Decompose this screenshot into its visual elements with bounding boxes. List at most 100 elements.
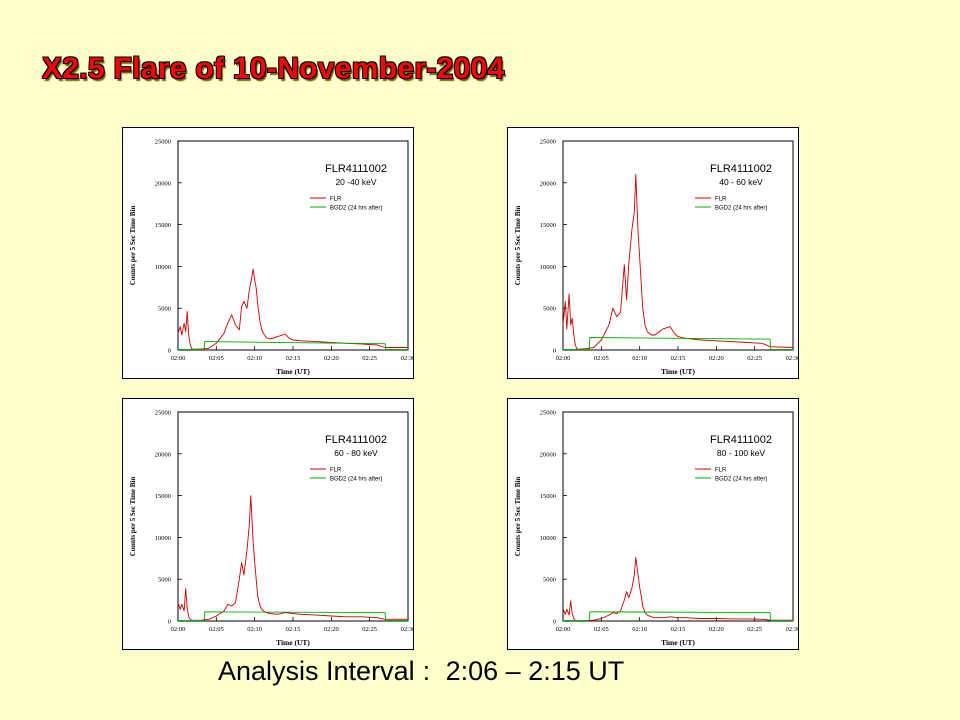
y-tick-label: 10000 <box>540 535 556 542</box>
legend-entry: BGD2 (24 hrs after) <box>715 476 767 482</box>
chart-panel-60-80kev: 0 5000 10000 15000 20000 25000 02:00 02:05 02:10… <box>122 398 414 650</box>
y-tick-label: 10000 <box>155 535 171 542</box>
x-tick-label: 02:10 <box>247 355 262 362</box>
x-tick-label: 02:15 <box>671 626 686 633</box>
x-tick-label: 02:20 <box>324 355 339 362</box>
x-tick-label: 02:15 <box>286 355 301 362</box>
y-tick-label: 15000 <box>155 222 171 229</box>
legend-box <box>306 432 406 492</box>
x-tick-label: 02:25 <box>362 626 377 633</box>
legend-title: FLR4111002 <box>325 434 387 446</box>
y-tick-label: 5000 <box>543 577 556 584</box>
x-tick-label: 02:05 <box>209 355 224 362</box>
x-tick-label: 02:00 <box>556 355 571 362</box>
series-line-bgd2 <box>563 337 793 350</box>
chart-60-80kev: 0 5000 10000 15000 20000 25000 02:00 02:05 02:10… <box>129 410 413 648</box>
y-tick-label: 20000 <box>155 451 171 458</box>
y-tick-label: 20000 <box>540 451 556 458</box>
x-tick-label: 02:05 <box>209 626 224 633</box>
legend-entry: BGD2 (24 hrs after) <box>330 476 382 482</box>
y-tick-label: 15000 <box>540 493 556 500</box>
legend-entry: FLR <box>330 467 342 473</box>
y-axis-label: Counts per 5 Sec Time Bin <box>514 206 522 286</box>
y-axis-label: Counts per 5 Sec Time Bin <box>129 206 137 286</box>
x-tick-label: 02:30 <box>786 355 798 362</box>
chart-80-100kev: 0 5000 10000 15000 20000 25000 02:00 02:05 02:10… <box>514 410 798 648</box>
x-tick-label: 02:30 <box>786 626 798 633</box>
x-axis-label: Time (UT) <box>276 638 310 647</box>
x-tick-label: 02:15 <box>671 355 686 362</box>
analysis-interval-caption: Analysis Interval: 2:06 – 2:15 UT <box>218 656 632 687</box>
legend-entry: BGD2 (24 hrs after) <box>330 205 382 211</box>
y-tick-label: 25000 <box>540 410 556 417</box>
series-line-flr <box>177 495 408 621</box>
y-axis-label: Counts per 5 Sec Time Bin <box>514 477 522 557</box>
x-tick-label: 02:30 <box>401 355 413 362</box>
x-tick-label: 02:10 <box>632 626 647 633</box>
series-line-flr <box>562 557 793 622</box>
legend-box <box>691 432 791 492</box>
series-line-bgd2 <box>178 611 408 621</box>
y-tick-label: 5000 <box>158 306 171 313</box>
x-tick-label: 02:20 <box>709 626 724 633</box>
energy-band-label: 40 - 60 keV <box>719 177 763 187</box>
y-tick-label: 0 <box>168 348 171 355</box>
y-axis-label: Counts per 5 Sec Time Bin <box>129 477 137 557</box>
y-tick-label: 5000 <box>158 577 171 584</box>
chart-20-40kev: 0 5000 10000 15000 20000 25000 02:00 02:05 02:10… <box>129 139 413 377</box>
chart-40-60kev: 0 5000 10000 15000 20000 25000 02:00 02:05 02:10… <box>514 139 798 377</box>
y-tick-label: 0 <box>168 619 171 626</box>
series-line-bgd2 <box>563 611 793 621</box>
legend-title: FLR4111002 <box>710 434 772 446</box>
chart-panel-80-100kev: 0 5000 10000 15000 20000 25000 02:00 02:05 02:10… <box>507 398 799 650</box>
x-tick-label: 02:05 <box>594 626 609 633</box>
y-tick-label: 0 <box>553 619 556 626</box>
legend-entry: FLR <box>715 196 727 202</box>
legend-entry: FLR <box>715 467 727 473</box>
y-tick-label: 10000 <box>540 264 556 271</box>
y-tick-label: 5000 <box>543 306 556 313</box>
energy-band-label: 20 -40 keV <box>335 177 376 187</box>
x-tick-label: 02:25 <box>747 355 762 362</box>
x-tick-label: 02:30 <box>401 626 413 633</box>
caption-label: Analysis Interval <box>218 656 415 686</box>
x-tick-label: 02:20 <box>324 626 339 633</box>
y-tick-label: 15000 <box>540 222 556 229</box>
y-tick-label: 20000 <box>540 180 556 187</box>
x-tick-label: 02:10 <box>247 626 262 633</box>
caption-separator: : <box>422 656 431 686</box>
legend-entry: BGD2 (24 hrs after) <box>715 205 767 211</box>
legend-box <box>691 161 791 221</box>
slide-title: X2.5 Flare of 10-November-2004 <box>42 52 505 85</box>
energy-band-label: 60 - 80 keV <box>334 448 378 458</box>
legend-title: FLR4111002 <box>325 163 387 175</box>
x-tick-label: 02:25 <box>747 626 762 633</box>
x-tick-label: 02:00 <box>171 626 186 633</box>
chart-panel-20-40kev: 0 5000 10000 15000 20000 25000 02:00 02:05 02:10… <box>122 127 414 379</box>
x-tick-label: 02:00 <box>556 626 571 633</box>
legend-entry: FLR <box>330 196 342 202</box>
x-axis-label: Time (UT) <box>661 638 695 647</box>
legend-box <box>306 161 406 221</box>
y-tick-label: 10000 <box>155 264 171 271</box>
x-tick-label: 02:10 <box>632 355 647 362</box>
y-tick-label: 0 <box>553 348 556 355</box>
x-axis-label: Time (UT) <box>276 367 310 376</box>
chart-panel-40-60kev: 0 5000 10000 15000 20000 25000 02:00 02:05 02:10… <box>507 127 799 379</box>
energy-band-label: 80 - 100 keV <box>717 448 766 458</box>
y-tick-label: 25000 <box>540 139 556 146</box>
series-line-bgd2 <box>178 341 408 350</box>
y-tick-label: 25000 <box>155 410 171 417</box>
y-tick-label: 25000 <box>155 139 171 146</box>
x-tick-label: 02:05 <box>594 355 609 362</box>
x-tick-label: 02:00 <box>171 355 186 362</box>
y-tick-label: 20000 <box>155 180 171 187</box>
x-tick-label: 02:25 <box>362 355 377 362</box>
x-tick-label: 02:15 <box>286 626 301 633</box>
legend-title: FLR4111002 <box>710 163 772 175</box>
series-line-flr <box>177 268 408 350</box>
y-tick-label: 15000 <box>155 493 171 500</box>
x-tick-label: 02:20 <box>709 355 724 362</box>
caption-value: 2:06 – 2:15 UT <box>445 656 625 686</box>
x-axis-label: Time (UT) <box>661 367 695 376</box>
